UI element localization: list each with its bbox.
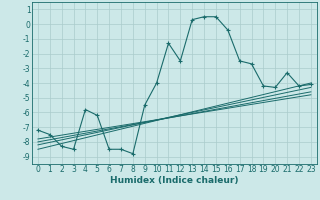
X-axis label: Humidex (Indice chaleur): Humidex (Indice chaleur) — [110, 176, 239, 185]
